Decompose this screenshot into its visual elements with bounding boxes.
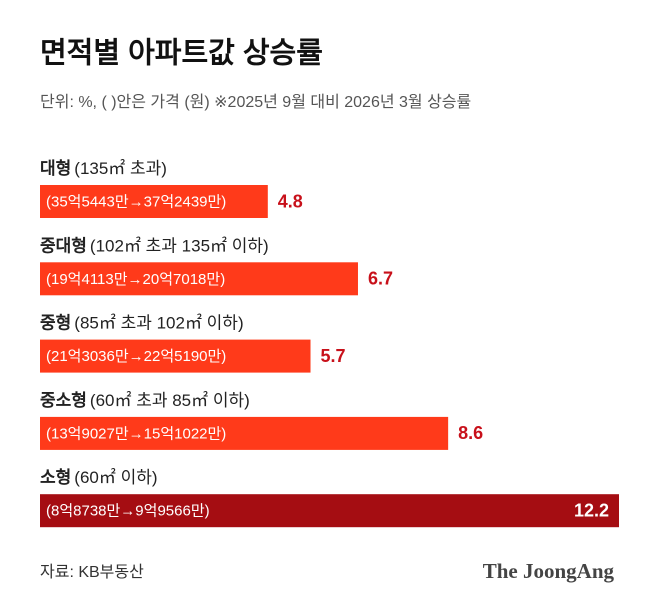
category-name: 대형 bbox=[40, 158, 71, 178]
bar-label: (8억8738만→9억9566만) bbox=[46, 503, 210, 520]
bar-label: (19억4113만→20억7018만) bbox=[46, 271, 225, 288]
category-name: 중형 bbox=[40, 313, 71, 333]
value-label: 5.7 bbox=[321, 346, 346, 366]
chart-subtitle: 단위: %, ( )안은 가격 (원) ※2025년 9월 대비 2026년 3… bbox=[40, 93, 471, 111]
category-label: 대형 (135㎡ 초과) bbox=[40, 158, 167, 178]
category-name: 중대형 bbox=[40, 236, 87, 256]
category-note: (85㎡ 초과 102㎡ 이하) bbox=[74, 314, 243, 333]
bar bbox=[40, 262, 358, 296]
category-name: 중소형 bbox=[40, 390, 87, 410]
value-label: 12.2 bbox=[574, 500, 609, 520]
bar bbox=[40, 339, 311, 373]
category-label: 중소형 (60㎡ 초과 85㎡ 이하) bbox=[40, 390, 250, 410]
bar bbox=[40, 416, 449, 450]
bar bbox=[40, 494, 619, 528]
category-note: (60㎡ 초과 85㎡ 이하) bbox=[90, 391, 250, 410]
chart-title: 면적별 아파트값 상승률 bbox=[40, 37, 323, 70]
category-label: 소형 (60㎡ 이하) bbox=[40, 468, 158, 488]
category-note: (135㎡ 초과) bbox=[74, 159, 167, 178]
bar-label: (35억5443만→37억2439만) bbox=[46, 193, 226, 210]
value-label: 6.7 bbox=[368, 269, 393, 289]
category-name: 소형 bbox=[40, 468, 71, 488]
source: 자료: KB부동산 bbox=[40, 563, 144, 581]
bar bbox=[40, 185, 268, 218]
bar-label: (13억9027만→15억1022만) bbox=[46, 425, 226, 442]
value-label: 8.6 bbox=[458, 423, 483, 443]
value-label: 4.8 bbox=[278, 191, 303, 211]
logo: The JoongAng bbox=[483, 559, 615, 583]
category-label: 중대형 (102㎡ 초과 135㎡ 이하) bbox=[40, 236, 269, 256]
bar-label: (21억3036만→22억5190만) bbox=[46, 348, 226, 365]
category-note: (102㎡ 초과 135㎡ 이하) bbox=[90, 237, 269, 256]
category-label: 중형 (85㎡ 초과 102㎡ 이하) bbox=[40, 313, 244, 333]
category-note: (60㎡ 이하) bbox=[74, 469, 157, 488]
